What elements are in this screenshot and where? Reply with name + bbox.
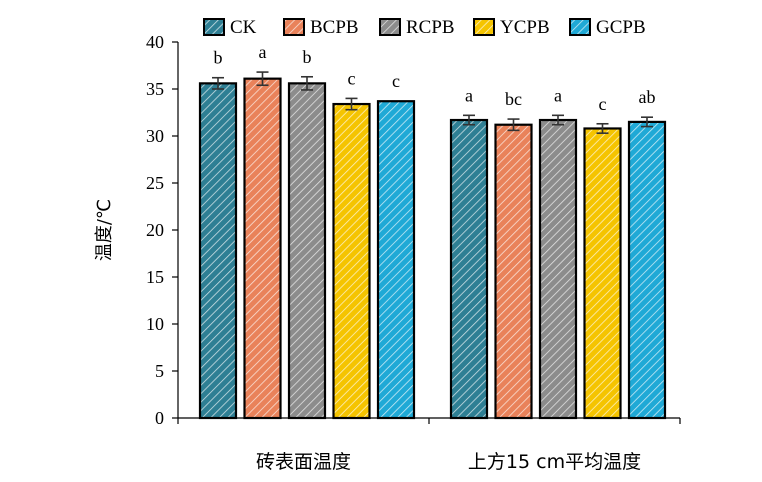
y-tick-label: 40 [146, 32, 164, 52]
bar-bcpb-0 [243, 77, 282, 420]
legend-item-ck: CK [203, 17, 257, 38]
axes: 0 5 10 15 20 25 30 35 40 砖表面温度 上方15 cm平均温度 [146, 32, 681, 473]
bar-ck-0 [198, 82, 238, 420]
y-tick-label: 10 [146, 314, 164, 334]
legend-item-bcpb: BCPB [283, 17, 359, 38]
legend-item-ycpb: YCPB [473, 17, 550, 38]
bar-gcpb-0 [376, 100, 416, 420]
significance-label: a [259, 42, 267, 62]
legend-label: YCPB [500, 17, 550, 38]
y-tick-label: 30 [146, 126, 164, 146]
significance-label: bc [505, 89, 522, 109]
bar-ck-1 [449, 118, 489, 420]
bar-ycpb-1 [583, 127, 622, 420]
bar-bcpb-1 [494, 123, 533, 420]
y-tick-label: 15 [146, 267, 164, 287]
legend-label: BCPB [310, 17, 359, 38]
legend: CK BCPB RCPB YCPB GCPB [203, 17, 646, 38]
legend-swatch [569, 18, 591, 36]
legend-swatch [203, 18, 225, 36]
bar-rcpb-1 [538, 118, 578, 420]
significance-label: a [554, 85, 562, 105]
significance-label: b [303, 47, 312, 67]
y-tick-label: 25 [146, 173, 164, 193]
y-tick-label: 35 [146, 79, 164, 99]
x-category-label: 上方15 cm平均温度 [468, 451, 641, 473]
legend-swatch [379, 18, 401, 36]
legend-item-rcpb: RCPB [379, 17, 455, 38]
x-category-label: 砖表面温度 [256, 451, 351, 473]
bar-rcpb-0 [287, 82, 327, 420]
significance-label: b [214, 48, 223, 68]
bars: b a bc ca bc a c ab [198, 42, 667, 420]
y-tick-label: 5 [155, 361, 164, 381]
legend-swatch [283, 18, 305, 36]
legend-label: RCPB [406, 17, 455, 38]
y-tick-label: 0 [155, 408, 164, 428]
bar-gcpb-1 [627, 120, 667, 420]
y-tick-label: 20 [146, 220, 164, 240]
legend-swatch [473, 18, 495, 36]
bar-ycpb-0 [332, 102, 371, 420]
legend-item-gcpb: GCPB [569, 17, 646, 38]
significance-label: a [465, 85, 473, 105]
significance-label: ab [639, 87, 656, 107]
significance-label: c [599, 94, 607, 114]
significance-label: c [392, 71, 400, 91]
legend-label: GCPB [596, 17, 646, 38]
significance-label: c [348, 68, 356, 88]
legend-label: CK [230, 17, 257, 38]
y-axis-label: 温度/℃ [94, 199, 115, 261]
